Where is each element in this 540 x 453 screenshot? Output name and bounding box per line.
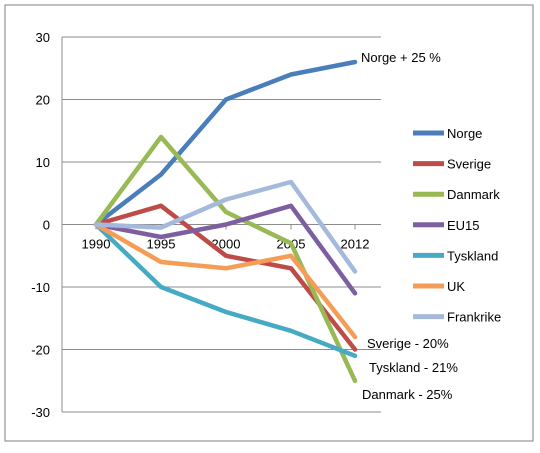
x-tick-label: 1995: [147, 237, 176, 252]
series-line-danmark: [93, 134, 358, 384]
series-line-norge: [93, 59, 358, 227]
series-line-sverige: [93, 203, 358, 352]
legend-label-eu15: EU15: [447, 218, 480, 233]
legend-label-frankrike: Frankrike: [447, 310, 501, 325]
y-tick-label: 20: [36, 93, 50, 108]
x-tick-label: 1990: [82, 237, 111, 252]
annotation-danmark: Danmark - 25%: [362, 387, 453, 402]
y-tick-label: 30: [36, 30, 50, 45]
y-tick-label: -10: [31, 280, 50, 295]
y-tick-label: -20: [31, 343, 50, 358]
series-line-eu15: [93, 203, 358, 296]
annotations: Norge + 25 % Sverige - 20% Tyskland - 21% D…: [361, 50, 458, 402]
legend-label-sverige: Sverige: [447, 157, 491, 172]
y-tick-label: 10: [36, 155, 50, 170]
legend-label-tyskland: Tyskland: [447, 248, 498, 263]
annotation-tyskland: Tyskland - 21%: [369, 360, 458, 375]
legend-label-uk: UK: [447, 279, 465, 294]
legend: Norge Sverige Danmark EU15 Tyskland UK Frankri…: [413, 126, 501, 325]
gridlines: [62, 36, 381, 413]
y-tick-label: 0: [43, 218, 50, 233]
chart-border: [4, 4, 534, 442]
series-line-uk: [93, 222, 358, 340]
x-tick-label: 2012: [341, 237, 370, 252]
legend-label-danmark: Danmark: [447, 187, 500, 202]
series-line-tyskland: [93, 222, 358, 359]
series-line-frankrike: [93, 179, 358, 274]
annotation-sverige: Sverige - 20%: [367, 336, 449, 351]
annotation-norge: Norge + 25 %: [361, 50, 441, 65]
series-lines: [93, 59, 358, 384]
y-axis: -30 -20 -10 0 10 20 30: [31, 30, 63, 420]
legend-label-norge: Norge: [447, 126, 482, 141]
y-tick-label: -30: [31, 405, 50, 420]
